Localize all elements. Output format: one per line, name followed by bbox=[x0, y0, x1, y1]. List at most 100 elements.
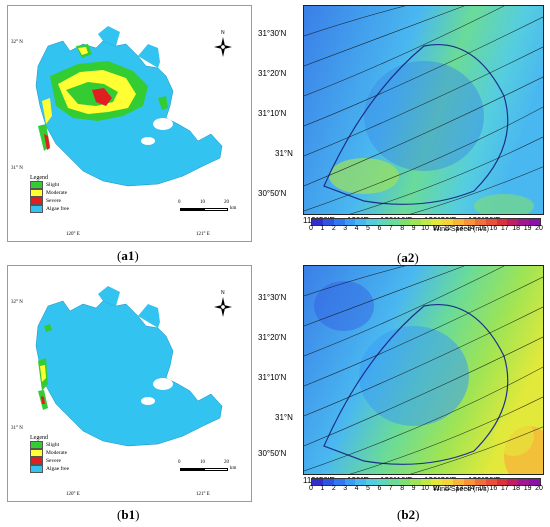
lon-label-120e-b1: 120° E bbox=[66, 492, 80, 497]
lat-label-32n-b1: 32° N bbox=[11, 300, 23, 305]
swatch-severe bbox=[30, 457, 43, 465]
colorbar-cell bbox=[366, 219, 378, 225]
colorbar-ticks-a2: 0 1 2 3 4 5 6 7 8 9 10 11 12 13 14 15 16 17 18 19 20 bbox=[309, 225, 543, 243]
legend-item-severe-a1: Severe bbox=[30, 197, 69, 205]
colorbar-cell bbox=[377, 479, 389, 485]
legend-title-b1: Legend bbox=[30, 435, 48, 441]
swatch-slight bbox=[30, 441, 43, 449]
colorbar-tick: 8 bbox=[400, 225, 405, 232]
wind-panel-b2: 31°30'N 31°20'N 31°10'N 31°N 30°50'N 119… bbox=[258, 265, 550, 505]
colorbar-tick: 4 bbox=[354, 225, 359, 232]
colorbar-ticks-b2: 0 1 2 3 4 5 6 7 8 9 10 11 12 13 14 15 16 17 18 19 20 bbox=[309, 485, 543, 503]
lat-label-a2-5: 30°50'N bbox=[258, 189, 287, 198]
colorbar-cell bbox=[474, 219, 486, 225]
colorbar-tick: 7 bbox=[388, 225, 393, 232]
colorbar-cell bbox=[355, 219, 367, 225]
lat-label-a2-4: 31°N bbox=[275, 149, 293, 158]
scale-unit: km bbox=[230, 466, 237, 471]
algae-patches-b1 bbox=[38, 324, 52, 410]
colorbar-cell bbox=[388, 479, 399, 485]
north-arrow-b1: N bbox=[213, 290, 233, 318]
swatch-slight bbox=[30, 181, 43, 189]
map-panel-a1: 32° N 31° N 120° E 121° E N Legend Sligh… bbox=[7, 5, 252, 242]
colorbar-cell bbox=[312, 219, 323, 225]
scale-tick: 0 bbox=[178, 460, 181, 465]
colorbar-strip-b2 bbox=[311, 478, 541, 486]
legend-item-algaefree-a1: Algae free bbox=[30, 205, 69, 213]
colorbar-cell bbox=[474, 479, 486, 485]
colorbar-cell bbox=[453, 219, 465, 225]
colorbar-cell bbox=[496, 219, 508, 225]
colorbar-cell bbox=[518, 219, 530, 225]
north-label-b1: N bbox=[221, 290, 225, 296]
colorbar-tick: 19 bbox=[523, 485, 532, 492]
compass-icon bbox=[214, 297, 232, 317]
colorbar-tick: 2 bbox=[331, 225, 336, 232]
colorbar-cell bbox=[496, 479, 508, 485]
colorbar-tick: 20 bbox=[535, 485, 543, 492]
colorbar-cell bbox=[485, 219, 497, 225]
colorbar-tick: 11 bbox=[432, 485, 441, 492]
colorbar-cell bbox=[344, 479, 356, 485]
legend-item-severe-b1: Severe bbox=[30, 457, 69, 465]
scale-tick: 20 bbox=[224, 460, 229, 465]
lat-label-32n-a1: 32° N bbox=[11, 40, 23, 45]
colorbar-tick: 17 bbox=[500, 485, 509, 492]
swatch-algae-free bbox=[30, 205, 43, 213]
legend-label: Algae free bbox=[46, 206, 70, 212]
north-label-a1: N bbox=[221, 30, 225, 36]
swatch-moderate bbox=[30, 449, 43, 457]
colorbar-tick: 0 bbox=[309, 225, 313, 232]
legend-item-slight-b1: Slight bbox=[30, 441, 69, 449]
scale-tick: 0 bbox=[178, 200, 181, 205]
colorbar-tick: 5 bbox=[366, 225, 370, 232]
lat-label-b2-4: 31°N bbox=[275, 413, 293, 422]
scale-bar-b1: 0 10 20 km bbox=[178, 460, 248, 478]
colorbar-tick: 16 bbox=[489, 225, 498, 232]
colorbar-tick: 1 bbox=[320, 225, 325, 232]
legend-label: Moderate bbox=[46, 190, 68, 196]
colorbar-tick: 13 bbox=[455, 225, 464, 232]
legend-b1: Legend Slight Moderate Severe Algae free bbox=[30, 435, 69, 473]
colorbar-cell bbox=[409, 479, 421, 485]
colorbar-tick: 20 bbox=[535, 225, 543, 232]
wind-field-a2 bbox=[304, 6, 543, 214]
colorbar-tick: 9 bbox=[411, 485, 416, 492]
legend-item-moderate-b1: Moderate bbox=[30, 449, 69, 457]
colorbar-tick: 15 bbox=[478, 485, 486, 492]
colorbar-tick: 17 bbox=[500, 225, 509, 232]
colorbar-cell bbox=[485, 479, 497, 485]
wind-map-b2 bbox=[303, 265, 544, 475]
colorbar-a2: Wind Speed (m/s) 0 1 2 3 4 5 6 7 8 9 10 11 12 13 14 15 1… bbox=[309, 217, 543, 245]
wind-panel-a2: 31°30'N 31°20'N 31°10'N 31°N 30°50'N 119… bbox=[258, 5, 550, 245]
north-arrow-a1: N bbox=[213, 30, 233, 58]
colorbar-cell bbox=[322, 479, 334, 485]
colorbar-tick: 9 bbox=[411, 225, 416, 232]
colorbar-cell bbox=[507, 219, 519, 225]
colorbar-tick: 16 bbox=[489, 485, 498, 492]
lon-label-120e-a1: 120° E bbox=[66, 232, 80, 237]
lake-map-a1 bbox=[35, 26, 223, 187]
swatch-algae-free bbox=[30, 465, 43, 473]
colorbar-tick: 1 bbox=[320, 485, 325, 492]
colorbar-tick: 12 bbox=[443, 485, 452, 492]
colorbar-cell bbox=[529, 219, 541, 225]
colorbar-cell bbox=[398, 219, 410, 225]
colorbar-cell bbox=[409, 219, 421, 225]
colorbar-cell bbox=[355, 479, 367, 485]
caption-a1: (a1) bbox=[117, 248, 139, 263]
lat-label-b2-2: 31°20'N bbox=[258, 333, 287, 342]
lake-lobe2-a1 bbox=[138, 44, 160, 68]
compass-icon bbox=[214, 37, 232, 57]
colorbar-title-a2: Wind Speed (m/s) bbox=[433, 226, 490, 233]
caption-b1: (b1) bbox=[117, 507, 140, 522]
colorbar-cell bbox=[420, 219, 432, 225]
colorbar-cell bbox=[431, 479, 443, 485]
scale-tick: 20 bbox=[224, 200, 229, 205]
colorbar-cell bbox=[366, 479, 378, 485]
colorbar-tick: 4 bbox=[354, 485, 359, 492]
lake-lobe-a1 bbox=[98, 26, 120, 46]
colorbar-cell bbox=[312, 479, 323, 485]
lat-label-b2-3: 31°10'N bbox=[258, 373, 287, 382]
colorbar-tick: 19 bbox=[523, 225, 532, 232]
